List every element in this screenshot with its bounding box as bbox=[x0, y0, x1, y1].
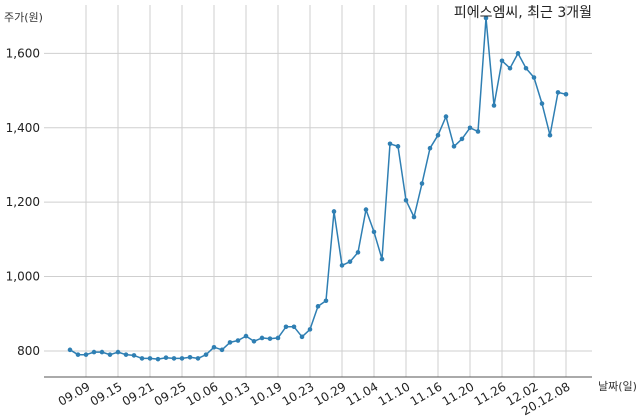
price-point bbox=[259, 335, 265, 341]
price-point bbox=[387, 141, 393, 147]
y-tick-labels: 800 1,000 1,200 1,400 1,600 bbox=[6, 46, 40, 358]
price-point bbox=[211, 344, 217, 350]
price-point bbox=[347, 259, 353, 264]
price-point bbox=[155, 356, 161, 362]
price-point bbox=[403, 198, 409, 203]
price-point bbox=[483, 15, 489, 21]
price-point bbox=[75, 352, 81, 357]
price-point bbox=[427, 145, 433, 151]
price-point bbox=[107, 352, 113, 357]
price-point bbox=[371, 229, 377, 235]
grid-lines bbox=[44, 5, 592, 377]
price-point bbox=[227, 340, 233, 345]
price-point bbox=[91, 349, 97, 355]
price-point bbox=[515, 51, 521, 56]
price-point bbox=[355, 250, 361, 255]
price-point bbox=[475, 129, 481, 134]
price-point bbox=[299, 334, 305, 340]
price-point bbox=[331, 209, 337, 214]
price-point bbox=[363, 207, 369, 212]
y-tick-label: 800 bbox=[17, 344, 40, 358]
price-point bbox=[323, 298, 329, 304]
price-point bbox=[123, 352, 129, 357]
price-point bbox=[491, 103, 497, 108]
price-point bbox=[395, 144, 401, 149]
price-point bbox=[243, 333, 249, 339]
price-point bbox=[203, 352, 209, 357]
y-tick-label: 1,400 bbox=[6, 121, 40, 135]
y-axis-label: 주가(원) bbox=[4, 11, 43, 24]
price-point bbox=[411, 214, 417, 220]
price-point bbox=[275, 335, 281, 341]
price-point bbox=[451, 144, 457, 149]
price-point bbox=[539, 101, 545, 106]
price-point bbox=[443, 114, 449, 119]
price-point bbox=[379, 256, 385, 262]
price-point bbox=[315, 304, 321, 309]
y-tick-label: 1,200 bbox=[6, 195, 40, 209]
price-point bbox=[99, 349, 105, 355]
price-point bbox=[531, 75, 537, 80]
price-point bbox=[459, 136, 465, 142]
price-point bbox=[171, 356, 177, 361]
price-point bbox=[179, 356, 185, 361]
y-tick-label: 1,600 bbox=[6, 46, 40, 60]
x-axis-label: 날짜(일) bbox=[598, 379, 637, 393]
price-point bbox=[563, 91, 569, 97]
price-point bbox=[115, 349, 121, 355]
price-series bbox=[67, 15, 569, 362]
price-point bbox=[267, 336, 273, 341]
chart-title: 피에스엠씨, 최근 3개월 bbox=[454, 5, 592, 21]
price-point bbox=[435, 132, 441, 138]
price-point bbox=[547, 132, 553, 138]
price-point bbox=[131, 353, 137, 358]
price-point bbox=[339, 263, 345, 268]
y-tick-label: 1,000 bbox=[6, 270, 40, 284]
price-point bbox=[139, 356, 145, 361]
price-point bbox=[307, 327, 313, 332]
price-point bbox=[507, 65, 513, 71]
price-point bbox=[235, 338, 241, 343]
price-point bbox=[283, 324, 289, 330]
price-point bbox=[499, 58, 505, 64]
price-point bbox=[251, 338, 257, 344]
price-point bbox=[195, 356, 201, 361]
price-point bbox=[187, 354, 193, 360]
price-point bbox=[555, 90, 561, 95]
price-point bbox=[163, 355, 169, 360]
price-point bbox=[523, 65, 529, 71]
price-point bbox=[83, 352, 89, 357]
price-point bbox=[219, 347, 225, 353]
price-point bbox=[291, 324, 297, 330]
price-point bbox=[147, 356, 153, 361]
price-point bbox=[419, 181, 425, 186]
price-point bbox=[467, 125, 473, 131]
price-point bbox=[67, 347, 73, 353]
